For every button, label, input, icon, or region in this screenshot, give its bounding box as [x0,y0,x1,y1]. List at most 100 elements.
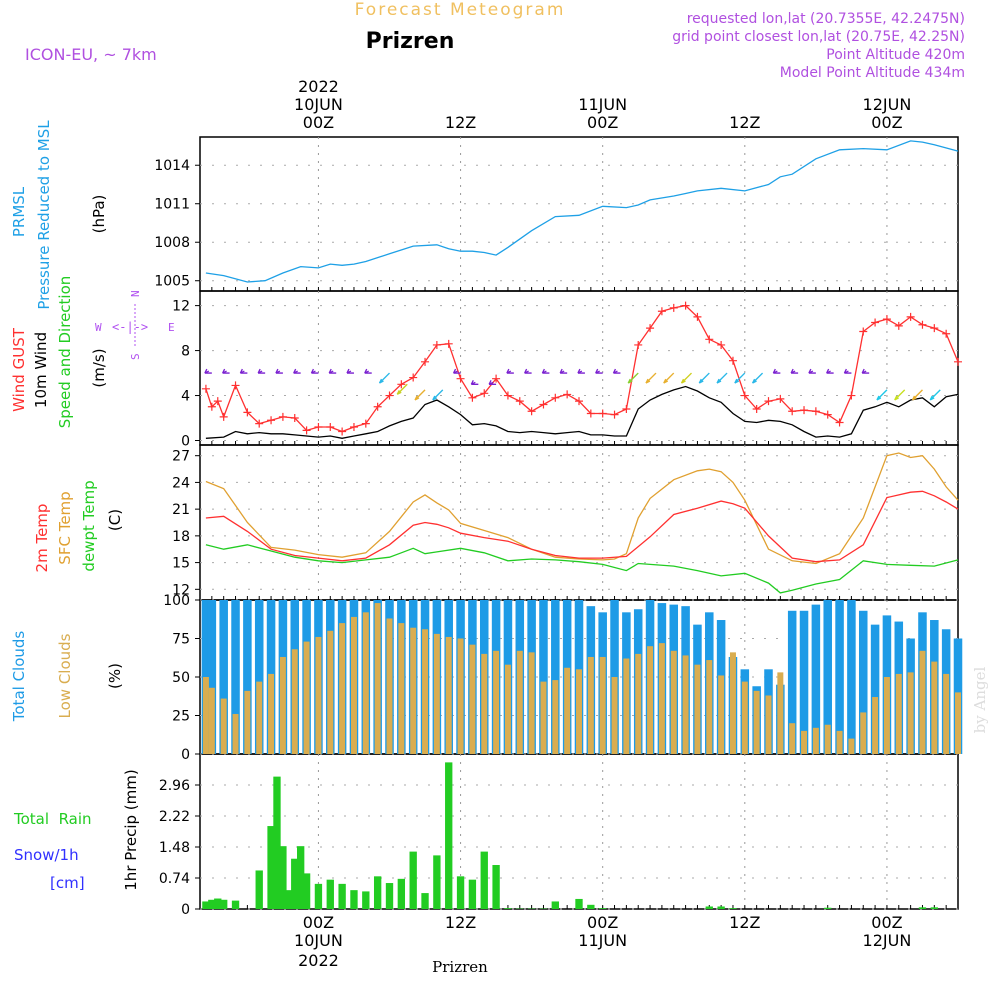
wind-direction-arrow-head [541,368,547,374]
point-altitude: Point Altitude 420m [826,47,965,63]
low-cloud-bar [623,658,630,754]
wind-direction-arrow-head [470,380,476,385]
bottom-time-label: 10JUN [294,931,343,950]
precip-bar [338,883,346,909]
low-cloud-bar [202,677,209,754]
wind-direction-arrow-head [680,378,686,384]
top-time-axis: 202210JUN00Z12Z11JUN00Z12Z12JUN00Z12Z [294,77,911,132]
low-cloud-bar [469,644,476,754]
top-time-label: 11JUN [578,95,627,114]
precip-bar [214,898,222,909]
pressure-label-msl: Pressure Reduced to MSL [35,120,53,310]
wind-gust-marker [634,340,643,349]
low-cloud-bar [564,667,571,754]
total-cloud-bar [799,610,809,754]
wind-direction-arrow-head [894,395,899,401]
wind-panel-frame [199,290,959,446]
precip-bar [255,870,263,909]
precip-bar [397,878,406,909]
wind-gust-marker [267,416,276,425]
wind-gust-marker [882,315,891,324]
wind-gust-marker [835,418,844,427]
low-cloud-bar [208,687,215,754]
wind-gust-marker [598,409,607,418]
grid-point-coords: grid point closest lon,lat (20.75E, 42.2… [672,29,965,45]
low-cloud-bar [895,673,902,754]
wind-direction-arrow-head [716,378,722,384]
total-cloud-bar [847,600,856,754]
precip-bar [362,891,370,909]
wind-gust-marker [788,407,797,416]
wind-gust-marker [326,423,335,432]
model-label: ICON-EU, ~ 7km [25,45,157,64]
low-cloud-bar [789,723,796,754]
wind-gust-marker [207,402,216,411]
precip-bar [302,873,311,909]
low-cloud-bar [801,730,808,754]
low-cloud-bar [362,612,369,754]
wind-gust-marker [527,407,536,416]
low-cloud-bar [729,652,736,754]
low-cloud-bar [955,692,961,754]
wind-direction-arrow-head [861,368,867,374]
wind-direction-arrow-head [204,368,210,374]
clouds-y-tick-label: 50 [172,670,190,686]
wind-gust-marker [302,426,311,435]
low-cloud-bar [943,673,950,754]
precip-bar [208,899,216,909]
wind-direction-arrow-head [222,368,227,374]
precip-bar [273,776,281,909]
wind-direction-arrow [414,389,426,401]
precip-bar [504,908,512,909]
total-clouds-label: Total Clouds [10,631,28,723]
bottom-time-label: 2022 [298,951,339,970]
wind-direction-arrow-head [432,395,438,401]
total-cloud-bar [551,600,560,754]
dewpt-line [205,544,959,594]
top-time-label: 00Z [587,113,618,132]
precip-bar [492,865,500,909]
top-time-label: 12Z [445,113,476,132]
wind-direction-arrow [645,372,657,384]
precip-bar [705,906,713,909]
low-cloud-bar [220,698,227,754]
wind-gust-marker [859,327,868,336]
total-cloud-bar [539,600,548,754]
wind-direction-arrow [379,372,390,384]
clouds-y-tick-label: 100 [163,593,190,609]
station-title: Prizren [366,29,455,54]
low-cloud-bar [694,664,701,754]
wind-direction-arrow [716,372,728,384]
wind-compass: N <-|-> W E S [95,290,175,360]
low-cloud-bar [777,672,784,754]
wind-gust-marker [213,397,222,406]
wind-y-tick-label: 4 [181,389,190,405]
wind-direction-arrow-head [751,378,757,384]
low-cloud-bar [244,690,251,754]
wind-direction-arrow [681,372,693,384]
total-cloud-bar [231,600,240,754]
precip-bar [291,858,299,909]
wind-gust-marker [823,410,832,419]
precip-bar [267,826,275,909]
rain-label: Total Rain [13,810,92,828]
wind-direction-arrow-head [663,378,669,384]
wind-unit: (m/s) [90,348,108,387]
temp-y-tick-label: 27 [172,449,190,465]
bottom-time-label: 12JUN [863,931,912,950]
wind-gust-marker [728,356,737,365]
wind-direction-arrow-head [876,395,882,401]
precip-y-tick-label: 0 [181,902,190,918]
compass-south: S [129,353,142,360]
wind-direction-arrow [432,389,444,401]
wind-direction-arrow-head [627,378,633,384]
wind-gust-marker [657,307,666,316]
wind-gust-marker [575,397,583,406]
precip-bar [220,899,228,909]
precip-bar [587,904,595,909]
total-cloud-bar [207,600,217,754]
wind-gust-marker [492,374,501,383]
precip-bar [445,762,453,909]
wind-direction-arrow [894,389,906,401]
wind-direction-arrow-head [698,378,704,384]
